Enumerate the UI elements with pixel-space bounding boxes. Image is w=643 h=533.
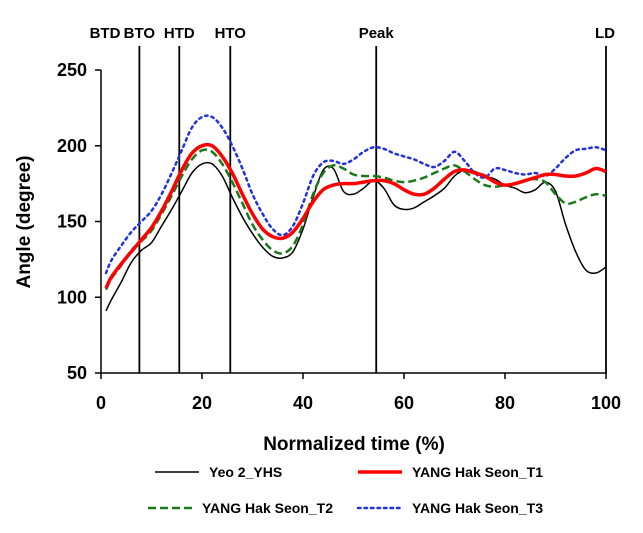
y-axis-title: Angle (degree): [14, 155, 35, 288]
series-line-1: [105, 161, 607, 312]
x-tick-label: 60: [394, 393, 414, 413]
event-label: HTO: [215, 25, 247, 42]
event-label: HTD: [164, 25, 195, 42]
series-line-4: [104, 114, 608, 275]
axes: [100, 70, 607, 374]
y-tick-label: 200: [57, 136, 87, 156]
x-tick-label: 20: [192, 393, 212, 413]
event-label: LD: [595, 25, 615, 42]
event-label: BTO: [124, 25, 156, 42]
event-labels: BTD BTO HTD HTO Peak LD: [90, 25, 616, 42]
y-tick-label: 150: [57, 212, 87, 232]
legend-label: Yeo 2_YHS: [209, 464, 282, 480]
series-line-2: [104, 142, 607, 289]
y-tick-label: 250: [57, 60, 87, 80]
series-layer: [104, 114, 608, 312]
y-tick-label: 100: [57, 287, 87, 307]
legend: Yeo 2_YHS YANG Hak Seon_T1 YANG Hak Seon_T…: [148, 464, 543, 516]
event-lines: [138, 46, 607, 373]
x-tick-label: 40: [293, 393, 313, 413]
legend-label: YANG Hak Seon_T2: [202, 500, 333, 516]
event-label: Peak: [359, 25, 395, 42]
x-tick-label: 80: [495, 393, 515, 413]
x-tick-label: 0: [96, 393, 106, 413]
y-ticks: 50 100 150 200 250: [57, 60, 101, 383]
legend-label: YANG Hak Seon_T1: [412, 464, 543, 480]
x-tick-label: 100: [591, 393, 621, 413]
y-tick-label: 50: [67, 363, 87, 383]
event-label: BTD: [90, 25, 121, 42]
legend-label: YANG Hak Seon_T3: [412, 500, 543, 516]
x-axis-title: Normalized time (%): [263, 434, 445, 455]
x-ticks: 0 20 40 60 80 100: [96, 373, 621, 413]
